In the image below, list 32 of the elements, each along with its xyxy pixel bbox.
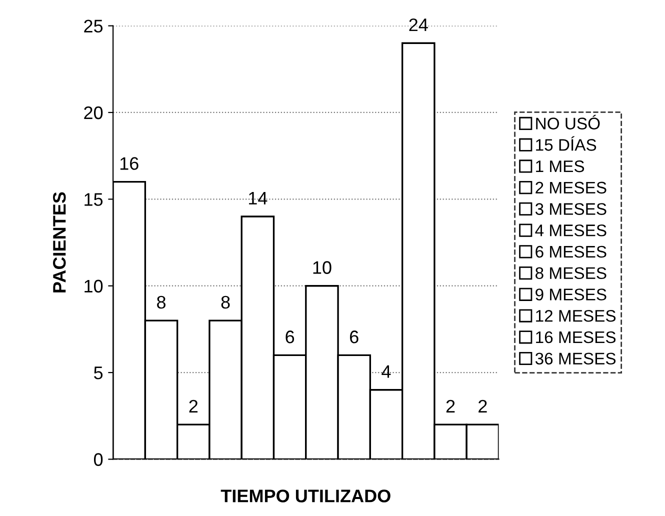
data-label: 8 (221, 296, 230, 309)
y-tick-label: 5 (94, 366, 103, 380)
data-label: 24 (409, 18, 428, 32)
data-label: 2 (478, 400, 487, 412)
y-tick-label: 20 (84, 106, 103, 120)
legend-label: 2 MESES (536, 182, 606, 194)
data-label: 8 (157, 296, 166, 309)
y-tick-label: 0 (94, 453, 103, 466)
data-label: 6 (350, 330, 358, 344)
data-label: 10 (313, 261, 332, 274)
data-label: 4 (382, 365, 391, 378)
legend-label: 36 MESES (535, 352, 616, 365)
data-label: 14 (249, 192, 268, 204)
legend-label: 16 MESES (536, 331, 616, 344)
data-label: 16 (120, 157, 138, 170)
legend-label: 1 MES (536, 160, 584, 172)
legend-label: 3 MESES (535, 203, 606, 215)
legend-label: 6 MESES (536, 246, 606, 258)
legend-label: 8 MESES (536, 267, 606, 280)
y-tick-label: 10 (84, 280, 103, 293)
legend-label: 9 MESES (536, 288, 606, 300)
x-axis-title: TIEMPO UTILIZADO (220, 490, 390, 502)
data-label: 6 (286, 330, 294, 344)
legend-label: NO USÓ (536, 114, 600, 130)
y-tick-label: 25 (84, 20, 103, 33)
data-label: 2 (189, 400, 198, 412)
legend-label: 4 MESES (535, 224, 606, 236)
legend-label: 12 MESES (536, 310, 616, 322)
y-tick-label: 15 (84, 193, 103, 206)
y-axis-title: PACIENTES (53, 192, 66, 292)
data-label: 2 (446, 400, 455, 412)
legend-label: 15 DÍAS (536, 136, 596, 151)
